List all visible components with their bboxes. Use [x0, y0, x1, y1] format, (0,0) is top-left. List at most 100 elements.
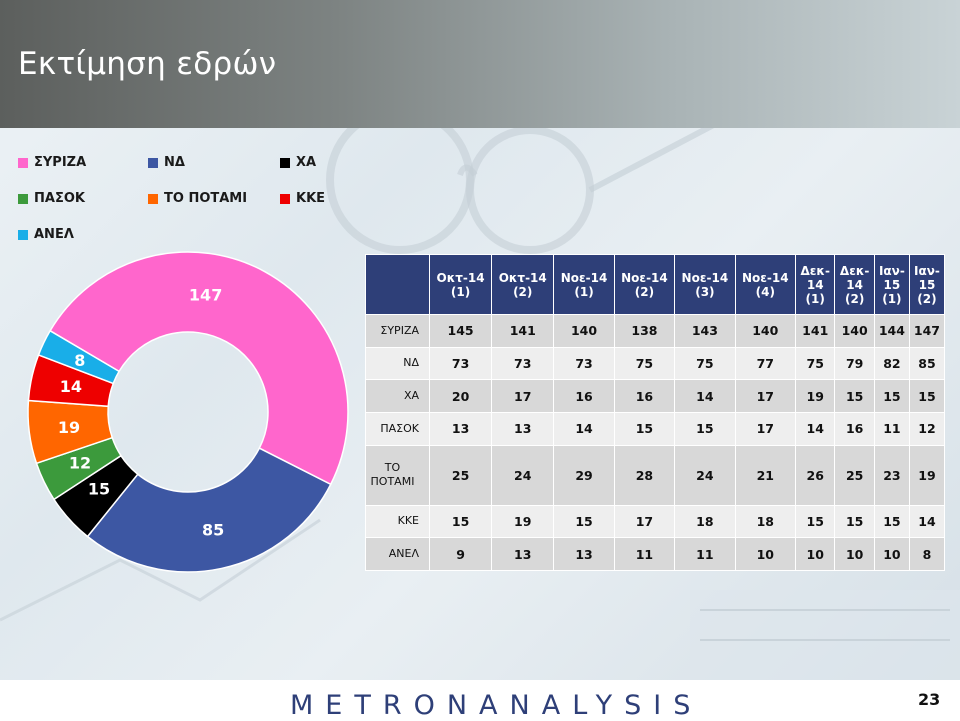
table-cell: 18: [675, 505, 735, 538]
table-cell: 16: [554, 380, 614, 412]
table-cell: 11: [675, 538, 735, 570]
table-cell: 17: [735, 380, 795, 412]
slice-value-label: 15: [88, 479, 110, 498]
table-cell: 13: [492, 412, 554, 445]
table-cell: 13: [430, 412, 492, 445]
legend-label: ΠΑΣΟΚ: [34, 191, 85, 206]
slide-header: Εκτίμηση εδρών: [0, 0, 960, 128]
slice-value-label: 8: [74, 351, 85, 370]
table-corner-cell: [366, 255, 429, 314]
slice-value-label: 19: [58, 418, 80, 437]
table-cell: 15: [835, 380, 874, 412]
table-cell: 17: [614, 505, 675, 538]
table-cell: 73: [430, 347, 492, 380]
table-cell: 14: [796, 412, 835, 445]
legend-swatch: [280, 193, 290, 204]
column-header: Δεκ- 14 (1): [796, 255, 835, 314]
donut-chart: 147 85 15 12 19 14 8: [27, 251, 349, 573]
table-cell: 15: [835, 505, 874, 538]
table-cell: 15: [554, 505, 614, 538]
brand-logo: METRONANALYSIS: [290, 690, 703, 721]
table-cell: 26: [796, 445, 835, 505]
table-row: ΚΚΕ 15 19 15 17 18 18 15 15 15 14: [366, 505, 944, 538]
table-row: ΧΑ 20 17 16 16 14 17 19 15 15 15: [366, 380, 944, 412]
table-cell: 24: [675, 445, 735, 505]
legend-item: ΣΥΡΙΖΑ: [18, 155, 86, 170]
table-cell: 75: [796, 347, 835, 380]
column-header: Οκτ-14 (2): [492, 255, 554, 314]
footer: [0, 680, 960, 721]
legend-swatch: [18, 193, 28, 204]
legend-item: ΑΝΕΛ: [18, 227, 74, 242]
slice-value-label: 14: [60, 377, 82, 396]
row-label: ΣΥΡΙΖΑ: [366, 315, 429, 347]
table-cell: 14: [675, 380, 735, 412]
table-cell: 25: [430, 445, 492, 505]
table-cell: 15: [430, 505, 492, 538]
table-row: ΣΥΡΙΖΑ 145 141 140 138 143 140 141 140 144 147: [366, 315, 944, 347]
table-cell: 140: [554, 315, 614, 347]
table-cell: 145: [430, 315, 492, 347]
column-header: Ιαν- 15 (1): [874, 255, 909, 314]
column-header: Οκτ-14 (1): [430, 255, 492, 314]
table-cell: 85: [909, 347, 944, 380]
table-cell: 19: [492, 505, 554, 538]
table-cell: 17: [492, 380, 554, 412]
table-cell: 21: [735, 445, 795, 505]
table-cell: 13: [492, 538, 554, 570]
table-row: ΝΔ 73 73 73 75 75 77 75 79 82 85: [366, 347, 944, 380]
legend-swatch: [18, 157, 28, 168]
table-cell: 24: [492, 445, 554, 505]
table-cell: 11: [874, 412, 909, 445]
table-cell: 147: [909, 315, 944, 347]
legend-item: ΠΑΣΟΚ: [18, 191, 85, 206]
legend-item: ΧΑ: [280, 155, 316, 170]
table-cell: 16: [835, 412, 874, 445]
table-header-row: Οκτ-14 (1) Οκτ-14 (2) Νοε-14 (1) Νοε-14 (2) Νοε-…: [366, 255, 944, 314]
column-header: Ιαν- 15 (2): [909, 255, 944, 314]
table-cell: 13: [554, 538, 614, 570]
table-cell: 10: [735, 538, 795, 570]
table-cell: 15: [796, 505, 835, 538]
table-cell: 15: [614, 412, 675, 445]
table-row: ΤΟ ΠΟΤΑΜΙ 25 24 29 28 24 21 26 25 23 19: [366, 445, 944, 505]
table-cell: 15: [874, 380, 909, 412]
table-cell: 9: [430, 538, 492, 570]
table-cell: 143: [675, 315, 735, 347]
legend-label: ΤΟ ΠΟΤΑΜΙ: [164, 191, 248, 206]
row-label: ΑΝΕΛ: [366, 538, 429, 570]
table-cell: 141: [492, 315, 554, 347]
table-cell: 20: [430, 380, 492, 412]
table-cell: 14: [554, 412, 614, 445]
table-cell: 73: [492, 347, 554, 380]
table-cell: 10: [796, 538, 835, 570]
table-cell: 141: [796, 315, 835, 347]
table-cell: 18: [735, 505, 795, 538]
legend-item: ΝΔ: [148, 155, 185, 170]
table-cell: 12: [909, 412, 944, 445]
column-header: Νοε-14 (4): [735, 255, 795, 314]
slice-value-label: 85: [202, 520, 224, 539]
table-cell: 140: [835, 315, 874, 347]
column-header: Δεκ- 14 (2): [835, 255, 874, 314]
legend-swatch: [18, 229, 28, 240]
table-cell: 25: [835, 445, 874, 505]
table-cell: 140: [735, 315, 795, 347]
legend-swatch: [148, 193, 158, 204]
table-cell: 28: [614, 445, 675, 505]
legend-item: ΚΚΕ: [280, 191, 325, 206]
table-cell: 8: [909, 538, 944, 570]
table-cell: 144: [874, 315, 909, 347]
column-header: Νοε-14 (2): [614, 255, 675, 314]
legend-item: ΤΟ ΠΟΤΑΜΙ: [148, 191, 247, 206]
background-decoration: [0, 87, 960, 680]
row-label: ΝΔ: [366, 347, 429, 380]
table-body: ΣΥΡΙΖΑ 145 141 140 138 143 140 141 140 144 147 ΝΔ 73…: [366, 315, 944, 570]
page-title: Εκτίμηση εδρών: [18, 46, 277, 82]
table-row: ΑΝΕΛ 9 13 13 11 11 10 10 10 10 8: [366, 538, 944, 570]
legend-label: ΣΥΡΙΖΑ: [34, 155, 87, 170]
table-cell: 10: [835, 538, 874, 570]
legend-label: ΑΝΕΛ: [34, 227, 74, 242]
table-cell: 16: [614, 380, 675, 412]
table-cell: 14: [909, 505, 944, 538]
